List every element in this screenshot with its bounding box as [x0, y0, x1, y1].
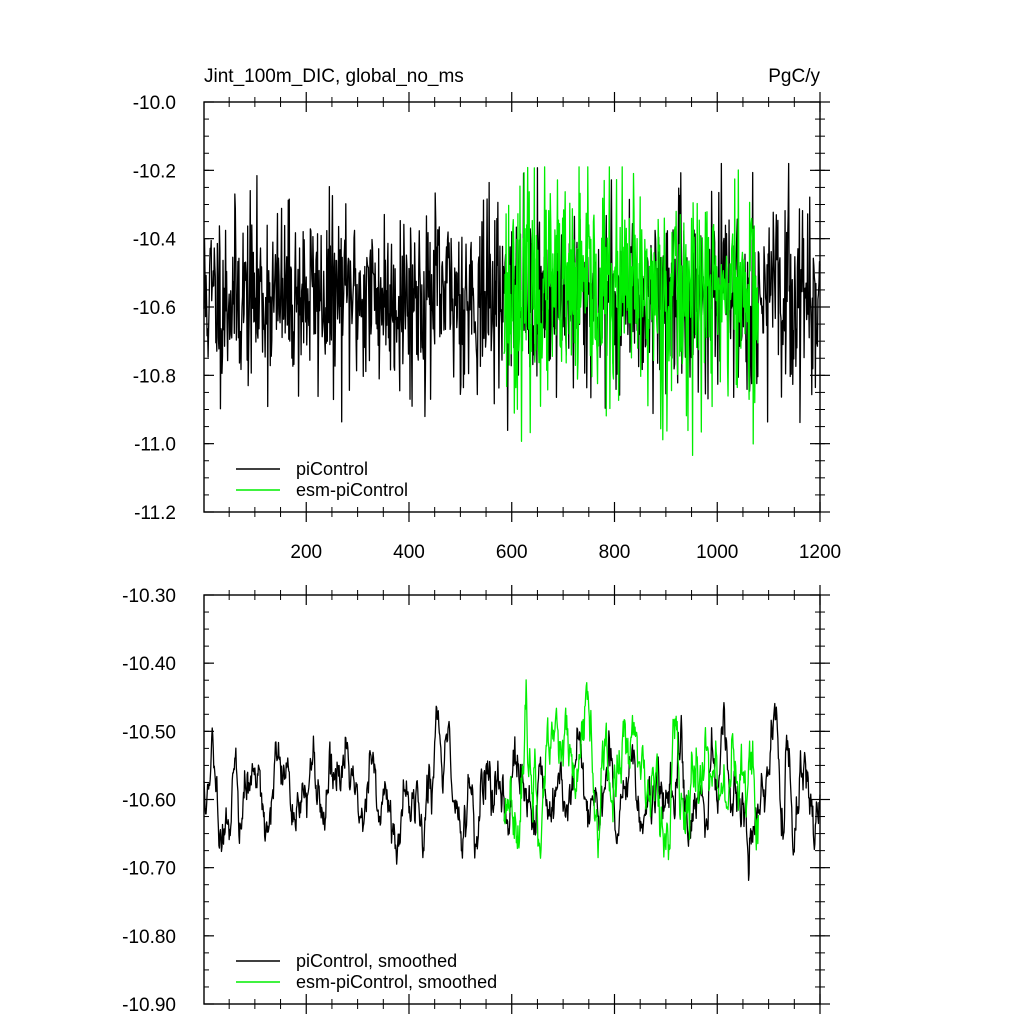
- x-tick-label: 200: [290, 542, 322, 563]
- y-tick-label: -10.2: [133, 161, 176, 182]
- x-tick-label: 1000: [696, 542, 738, 563]
- top-series-group: [203, 162, 821, 456]
- bottom-series-group: [203, 679, 821, 882]
- top-axes-group: 200 400 600 800 1000 1200 -10.0 -10.2 -10.4 -10.6…: [133, 92, 841, 563]
- bottom-plot-frame: [203, 594, 821, 1005]
- y-tick-label: -11.2: [134, 503, 176, 524]
- y-tick-label: -10.0: [133, 93, 176, 114]
- y-tick-label: -10.8: [133, 366, 176, 387]
- legend-label-picontrol: piControl: [296, 459, 368, 479]
- y-tick-label: -11.0: [134, 435, 176, 456]
- top-legend: piControl esm-piControl: [236, 459, 408, 500]
- y-tick-label: -10.6: [133, 298, 176, 319]
- y-tick-label: -10.4: [133, 230, 177, 251]
- x-tick-label: 1200: [799, 542, 841, 563]
- y-tick-label: -10.80: [122, 927, 176, 948]
- y-tick-label: -10.70: [122, 859, 176, 880]
- legend-label-esm-picontrol: esm-piControl: [296, 480, 408, 500]
- legend-label-picontrol-smoothed: piControl, smoothed: [296, 951, 457, 971]
- y-tick-label: -10.40: [122, 654, 176, 675]
- legend-label-esm-picontrol-smoothed: esm-piControl, smoothed: [296, 972, 497, 992]
- series-line-picontrol-smoothed: [203, 702, 821, 882]
- top-panel: Jint_100m_DIC, global_no_ms PgC/y 200 400…: [133, 66, 841, 563]
- x-tick-label: 600: [496, 542, 528, 563]
- top-plot-frame: [203, 101, 821, 513]
- x-tick-label: 400: [393, 542, 425, 563]
- bottom-legend: piControl, smoothed esm-piControl, smoot…: [236, 951, 497, 992]
- bottom-axes-group: -10.30 -10.40 -10.50 -10.60 -10.70 -10.80 -10.…: [122, 585, 830, 1016]
- y-tick-label: -10.50: [122, 722, 176, 743]
- series-line-esm-picontrol: [503, 166, 759, 456]
- chart-title: Jint_100m_DIC, global_no_ms: [204, 66, 464, 87]
- y-tick-label: -10.90: [122, 995, 176, 1016]
- y-tick-label: -10.30: [122, 586, 176, 607]
- bottom-panel: -10.30 -10.40 -10.50 -10.60 -10.70 -10.80 -10.…: [122, 585, 830, 1016]
- x-tick-label: 800: [599, 542, 631, 563]
- y-tick-label: -10.60: [122, 791, 176, 812]
- series-line-esm-picontrol-smoothed: [503, 679, 759, 861]
- chart-units: PgC/y: [768, 66, 820, 87]
